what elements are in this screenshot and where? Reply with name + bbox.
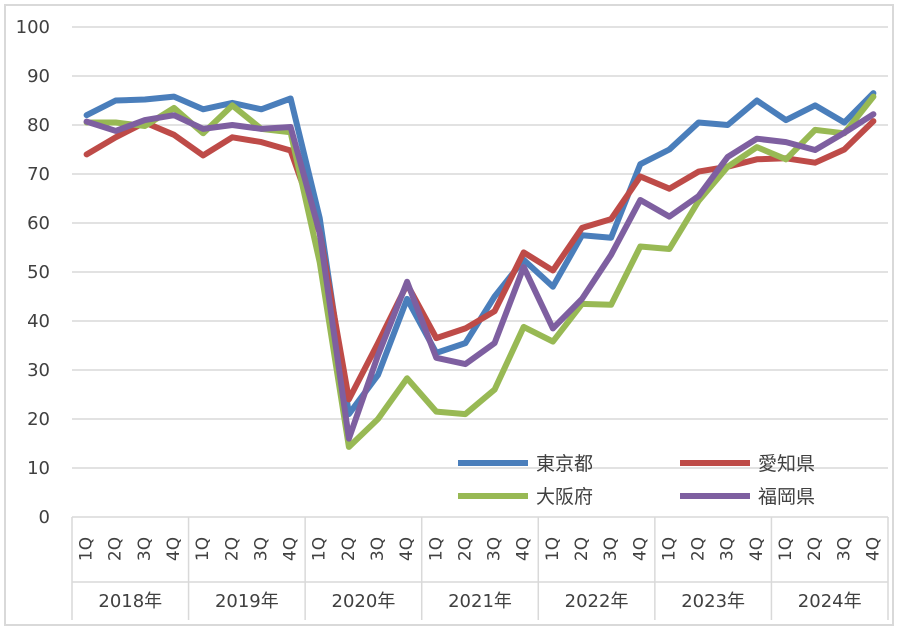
x-year-label: 2023年 bbox=[681, 591, 745, 612]
x-quarter-label: 2Q bbox=[689, 537, 709, 561]
x-quarter-label: 3Q bbox=[135, 537, 155, 561]
y-tick-label: 90 bbox=[27, 66, 50, 87]
x-year-label: 2019年 bbox=[215, 591, 279, 612]
y-tick-label: 10 bbox=[27, 458, 50, 479]
gridlines bbox=[72, 26, 888, 518]
y-tick-label: 0 bbox=[39, 507, 50, 528]
x-quarter-label: 4Q bbox=[630, 537, 650, 561]
x-quarter-label: 2Q bbox=[805, 537, 825, 561]
x-quarter-label: 3Q bbox=[368, 537, 388, 561]
x-quarter-label: 4Q bbox=[397, 537, 417, 561]
x-quarter-label: 3Q bbox=[485, 537, 505, 561]
y-axis: 0 10 20 30 40 50 60 70 80 90 100 bbox=[16, 17, 50, 528]
y-tick-label: 70 bbox=[27, 164, 50, 185]
series-line-3 bbox=[83, 93, 877, 450]
x-quarter-label: 1Q bbox=[776, 537, 796, 561]
x-quarter-label: 4Q bbox=[164, 537, 184, 561]
legend-label-1: 東京都 bbox=[536, 453, 593, 475]
y-tick-label: 60 bbox=[27, 213, 50, 234]
legend-label-4: 福岡県 bbox=[758, 486, 815, 508]
y-tick-label: 20 bbox=[27, 409, 50, 430]
y-tick-label: 100 bbox=[16, 17, 50, 38]
y-tick-label: 50 bbox=[27, 262, 50, 283]
x-quarter-label: 1Q bbox=[310, 537, 330, 561]
x-quarter-label: 3Q bbox=[251, 537, 271, 561]
x-quarter-label: 4Q bbox=[747, 537, 767, 561]
x-quarter-label: 1Q bbox=[659, 537, 679, 561]
x-quarter-label: 1Q bbox=[193, 537, 213, 561]
x-axis: 1Q 2Q 3Q 4Q 1Q 2Q 3Q 4Q 1Q 2Q 3Q 4Q 1Q 2Q 3Q 4Q 1Q 2Q 3Q 4Q… bbox=[71, 517, 889, 620]
x-quarter-label: 4Q bbox=[863, 537, 883, 561]
x-year-label: 2020年 bbox=[332, 591, 396, 612]
x-quarter-label: 1Q bbox=[77, 537, 97, 561]
legend-label-2: 愛知県 bbox=[758, 453, 815, 475]
x-quarter-label: 2Q bbox=[339, 537, 359, 561]
y-tick-label: 40 bbox=[27, 311, 50, 332]
x-quarter-label: 2Q bbox=[572, 537, 592, 561]
x-year-label: 2021年 bbox=[448, 591, 512, 612]
series-lines bbox=[83, 90, 877, 450]
x-quarter-label: 4Q bbox=[281, 537, 301, 561]
x-quarter-label: 4Q bbox=[514, 537, 534, 561]
legend-label-3: 大阪府 bbox=[536, 486, 593, 508]
x-quarter-label: 1Q bbox=[543, 537, 563, 561]
x-year-label: 2022年 bbox=[565, 591, 629, 612]
x-year-label: 2018年 bbox=[98, 591, 162, 612]
x-quarter-label: 1Q bbox=[426, 537, 446, 561]
y-tick-label: 80 bbox=[27, 115, 50, 136]
x-quarter-label: 2Q bbox=[222, 537, 242, 561]
x-quarter-label: 3Q bbox=[718, 537, 738, 561]
x-quarter-label: 3Q bbox=[834, 537, 854, 561]
x-quarter-label: 2Q bbox=[106, 537, 126, 561]
x-year-label: 2024年 bbox=[798, 591, 862, 612]
y-tick-label: 30 bbox=[27, 360, 50, 381]
series-line-2 bbox=[83, 118, 877, 403]
x-quarter-label: 3Q bbox=[601, 537, 621, 561]
series-line-4 bbox=[83, 111, 877, 442]
x-quarter-label: 2Q bbox=[455, 537, 475, 561]
